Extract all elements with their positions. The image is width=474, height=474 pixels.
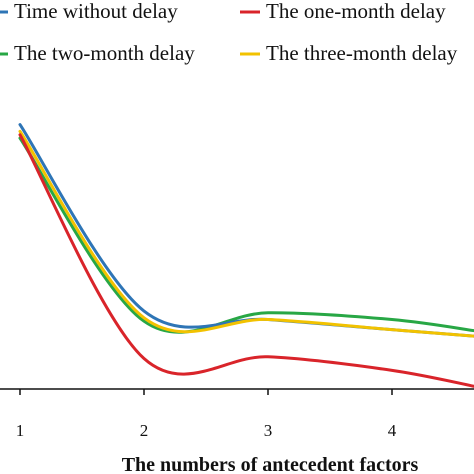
- series-line-time-without-delay: [18, 123, 474, 338]
- series-line-the-two-month-delay: [18, 136, 474, 334]
- legend-label: The one-month delay: [266, 0, 446, 23]
- series-line-the-one-month-delay: [18, 133, 474, 388]
- legend-label: Time without delay: [14, 0, 178, 23]
- x-axis-title: The numbers of antecedent factors: [122, 454, 419, 474]
- series-line-the-three-month-delay: [18, 129, 474, 338]
- legend-label: The three-month delay: [266, 41, 458, 65]
- x-tick-label: 4: [388, 421, 397, 440]
- x-tick-label: 2: [140, 421, 149, 440]
- legend-label: The two-month delay: [14, 41, 195, 65]
- x-tick-label: 3: [264, 421, 273, 440]
- x-tick-label: 1: [16, 421, 25, 440]
